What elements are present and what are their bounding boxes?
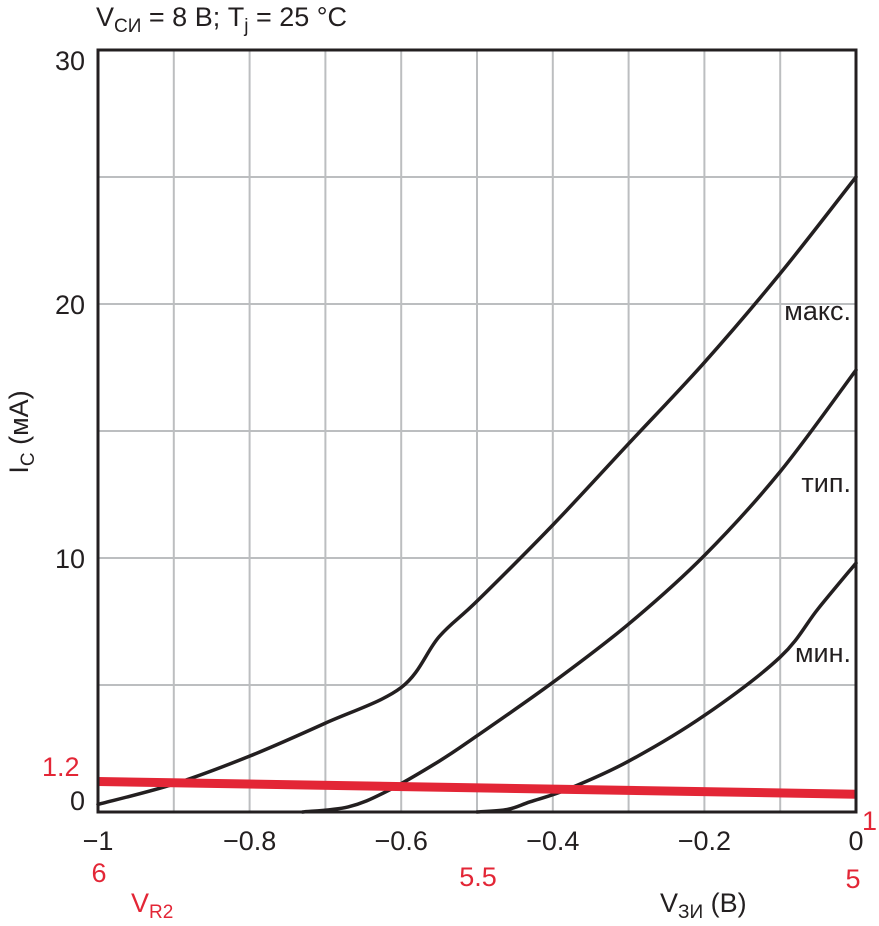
series-label-typ: тип.	[801, 468, 851, 498]
x-tick-label: −1	[83, 826, 114, 856]
y-tick-label: 20	[55, 290, 85, 320]
vr2-axis-name: VR2	[131, 888, 173, 923]
series-lines	[96, 175, 858, 814]
vr2-tick-5-5: 5.5	[459, 862, 497, 892]
load-line-end-label: 1	[862, 806, 877, 836]
tick-labels: −1 −0.8 −0.6 −0.4 −0.2 0 0 10 20 30	[55, 46, 864, 856]
vr2-tick-6: 6	[91, 858, 106, 888]
x-axis-label: VЗИ (В)	[660, 888, 747, 923]
series-line-min	[475, 561, 858, 814]
y-tick-label: 0	[70, 786, 85, 816]
series-label-min: мин.	[795, 638, 851, 668]
x-tick-label: −0.4	[526, 826, 579, 856]
series-line-typ	[300, 368, 858, 814]
x-tick-label: −0.2	[678, 826, 731, 856]
series-line-max	[96, 175, 858, 807]
y-axis-label: IC (мА)	[4, 390, 39, 473]
grid	[98, 50, 856, 812]
y-tick-label: 30	[55, 46, 85, 76]
series-label-max: макс.	[784, 296, 851, 326]
vr2-tick-5: 5	[845, 864, 860, 894]
chart-title: VСИ = 8 В; Tj = 25 °C	[96, 2, 347, 37]
x-tick-label: −0.6	[375, 826, 428, 856]
y-tick-label: 10	[55, 544, 85, 574]
plot-frame	[96, 48, 858, 814]
x-tick-label: 0	[848, 826, 863, 856]
load-line-start-label: 1.2	[42, 752, 80, 782]
load-line	[97, 777, 857, 799]
x-tick-label: −0.8	[223, 826, 276, 856]
load-line-group	[97, 777, 857, 799]
